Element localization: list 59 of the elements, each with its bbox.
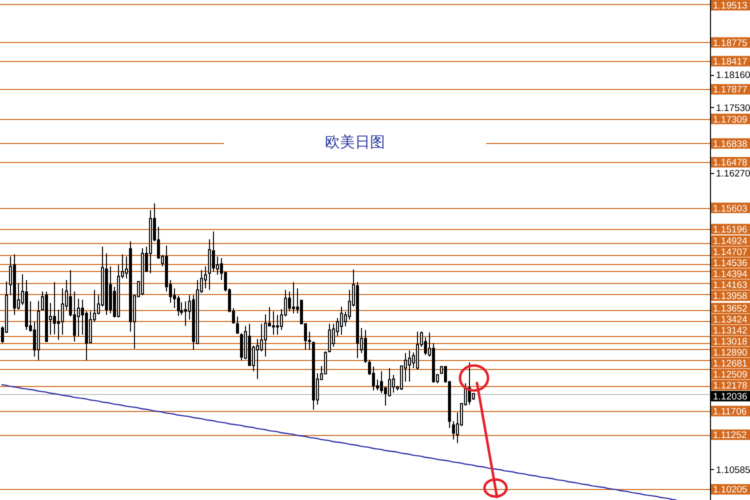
ref-line-label: 1.17877 (713, 84, 748, 96)
ref-label: 1.17309 (711, 114, 750, 126)
ref-line-label: 1.13958 (713, 291, 748, 302)
ref-line-label: 1.11706 (713, 406, 747, 418)
ref-line-label: 1.14924 (713, 236, 748, 248)
ref-label: 1.14924 (711, 235, 750, 248)
ref-label: 1.13958 (711, 290, 750, 302)
ref-line-label: 1.13018 (713, 336, 748, 348)
ref-label: 1.15196 (711, 224, 750, 236)
ref-line-label: 1.16478 (713, 158, 748, 169)
ref-line-label: 1.13652 (713, 304, 748, 315)
ref-label: 1.12509 (711, 368, 750, 380)
ref-line-label: 1.18417 (713, 56, 748, 68)
ref-label: 1.11706 (711, 406, 750, 418)
y-tick-label: 1.18160 (716, 70, 750, 81)
ref-label: 1.12036 (711, 390, 750, 402)
ref-label: 1.15603 (711, 202, 750, 214)
ref-label: 1.16478 (711, 157, 750, 169)
ref-line-label: 1.14394 (713, 269, 748, 280)
ref-line-label: 1.18775 (713, 38, 748, 49)
ref-label: 1.10205 (711, 484, 750, 496)
ref-line-label: 1.14536 (713, 258, 748, 270)
ref-line-label: 1.12509 (713, 370, 748, 381)
ref-line-label: 1.14707 (713, 247, 748, 258)
ref-label: 1.13142 (711, 324, 750, 336)
ref-label: 1.14707 (711, 246, 750, 258)
ref-line-label: 1.13142 (713, 326, 748, 337)
ref-label: 1.13652 (711, 302, 750, 314)
ref-label: 1.12890 (711, 346, 750, 358)
ref-line-label: 1.14163 (713, 280, 748, 292)
ref-label: 1.18775 (711, 37, 750, 49)
ref-line-label: 1.17309 (713, 114, 748, 126)
ref-label: 1.12178 (711, 380, 750, 392)
ref-label: 1.14394 (711, 268, 750, 280)
ref-line-label: 1.13424 (713, 314, 748, 326)
ref-line-label: 1.12178 (713, 380, 748, 392)
ref-line-label: 1.16838 (713, 138, 748, 150)
ref-label: 1.16838 (711, 138, 750, 150)
ref-line-label: 1.15603 (713, 203, 748, 214)
ref-line-label: 1.15196 (713, 224, 748, 236)
ref-line-label: 1.12036 (713, 392, 748, 403)
ref-label: 1.18417 (711, 56, 750, 68)
y-tick-label: 1.16270 (716, 168, 750, 180)
ref-line-label: 1.19513 (713, 0, 748, 12)
ref-label: 1.14163 (711, 279, 750, 292)
ref-label: 1.13018 (711, 336, 750, 348)
ref-label: 1.14536 (711, 257, 750, 270)
ref-line-label: 1.12890 (713, 348, 748, 359)
ref-line-label: 1.11252 (713, 430, 747, 442)
ref-label: 1.11252 (711, 429, 750, 442)
ref-label: 1.19513 (711, 0, 750, 12)
y-tick-label: 1.10585 (716, 464, 750, 476)
ref-label: 1.12681 (711, 358, 750, 370)
y-tick-label: 1.17530 (716, 102, 750, 114)
ref-label: 1.13424 (711, 314, 750, 326)
ref-line-label: 1.12681 (713, 358, 748, 370)
title: 欧美日图 (325, 134, 385, 151)
ref-label: 1.17877 (711, 84, 750, 96)
ref-line-label: 1.10205 (713, 484, 748, 496)
